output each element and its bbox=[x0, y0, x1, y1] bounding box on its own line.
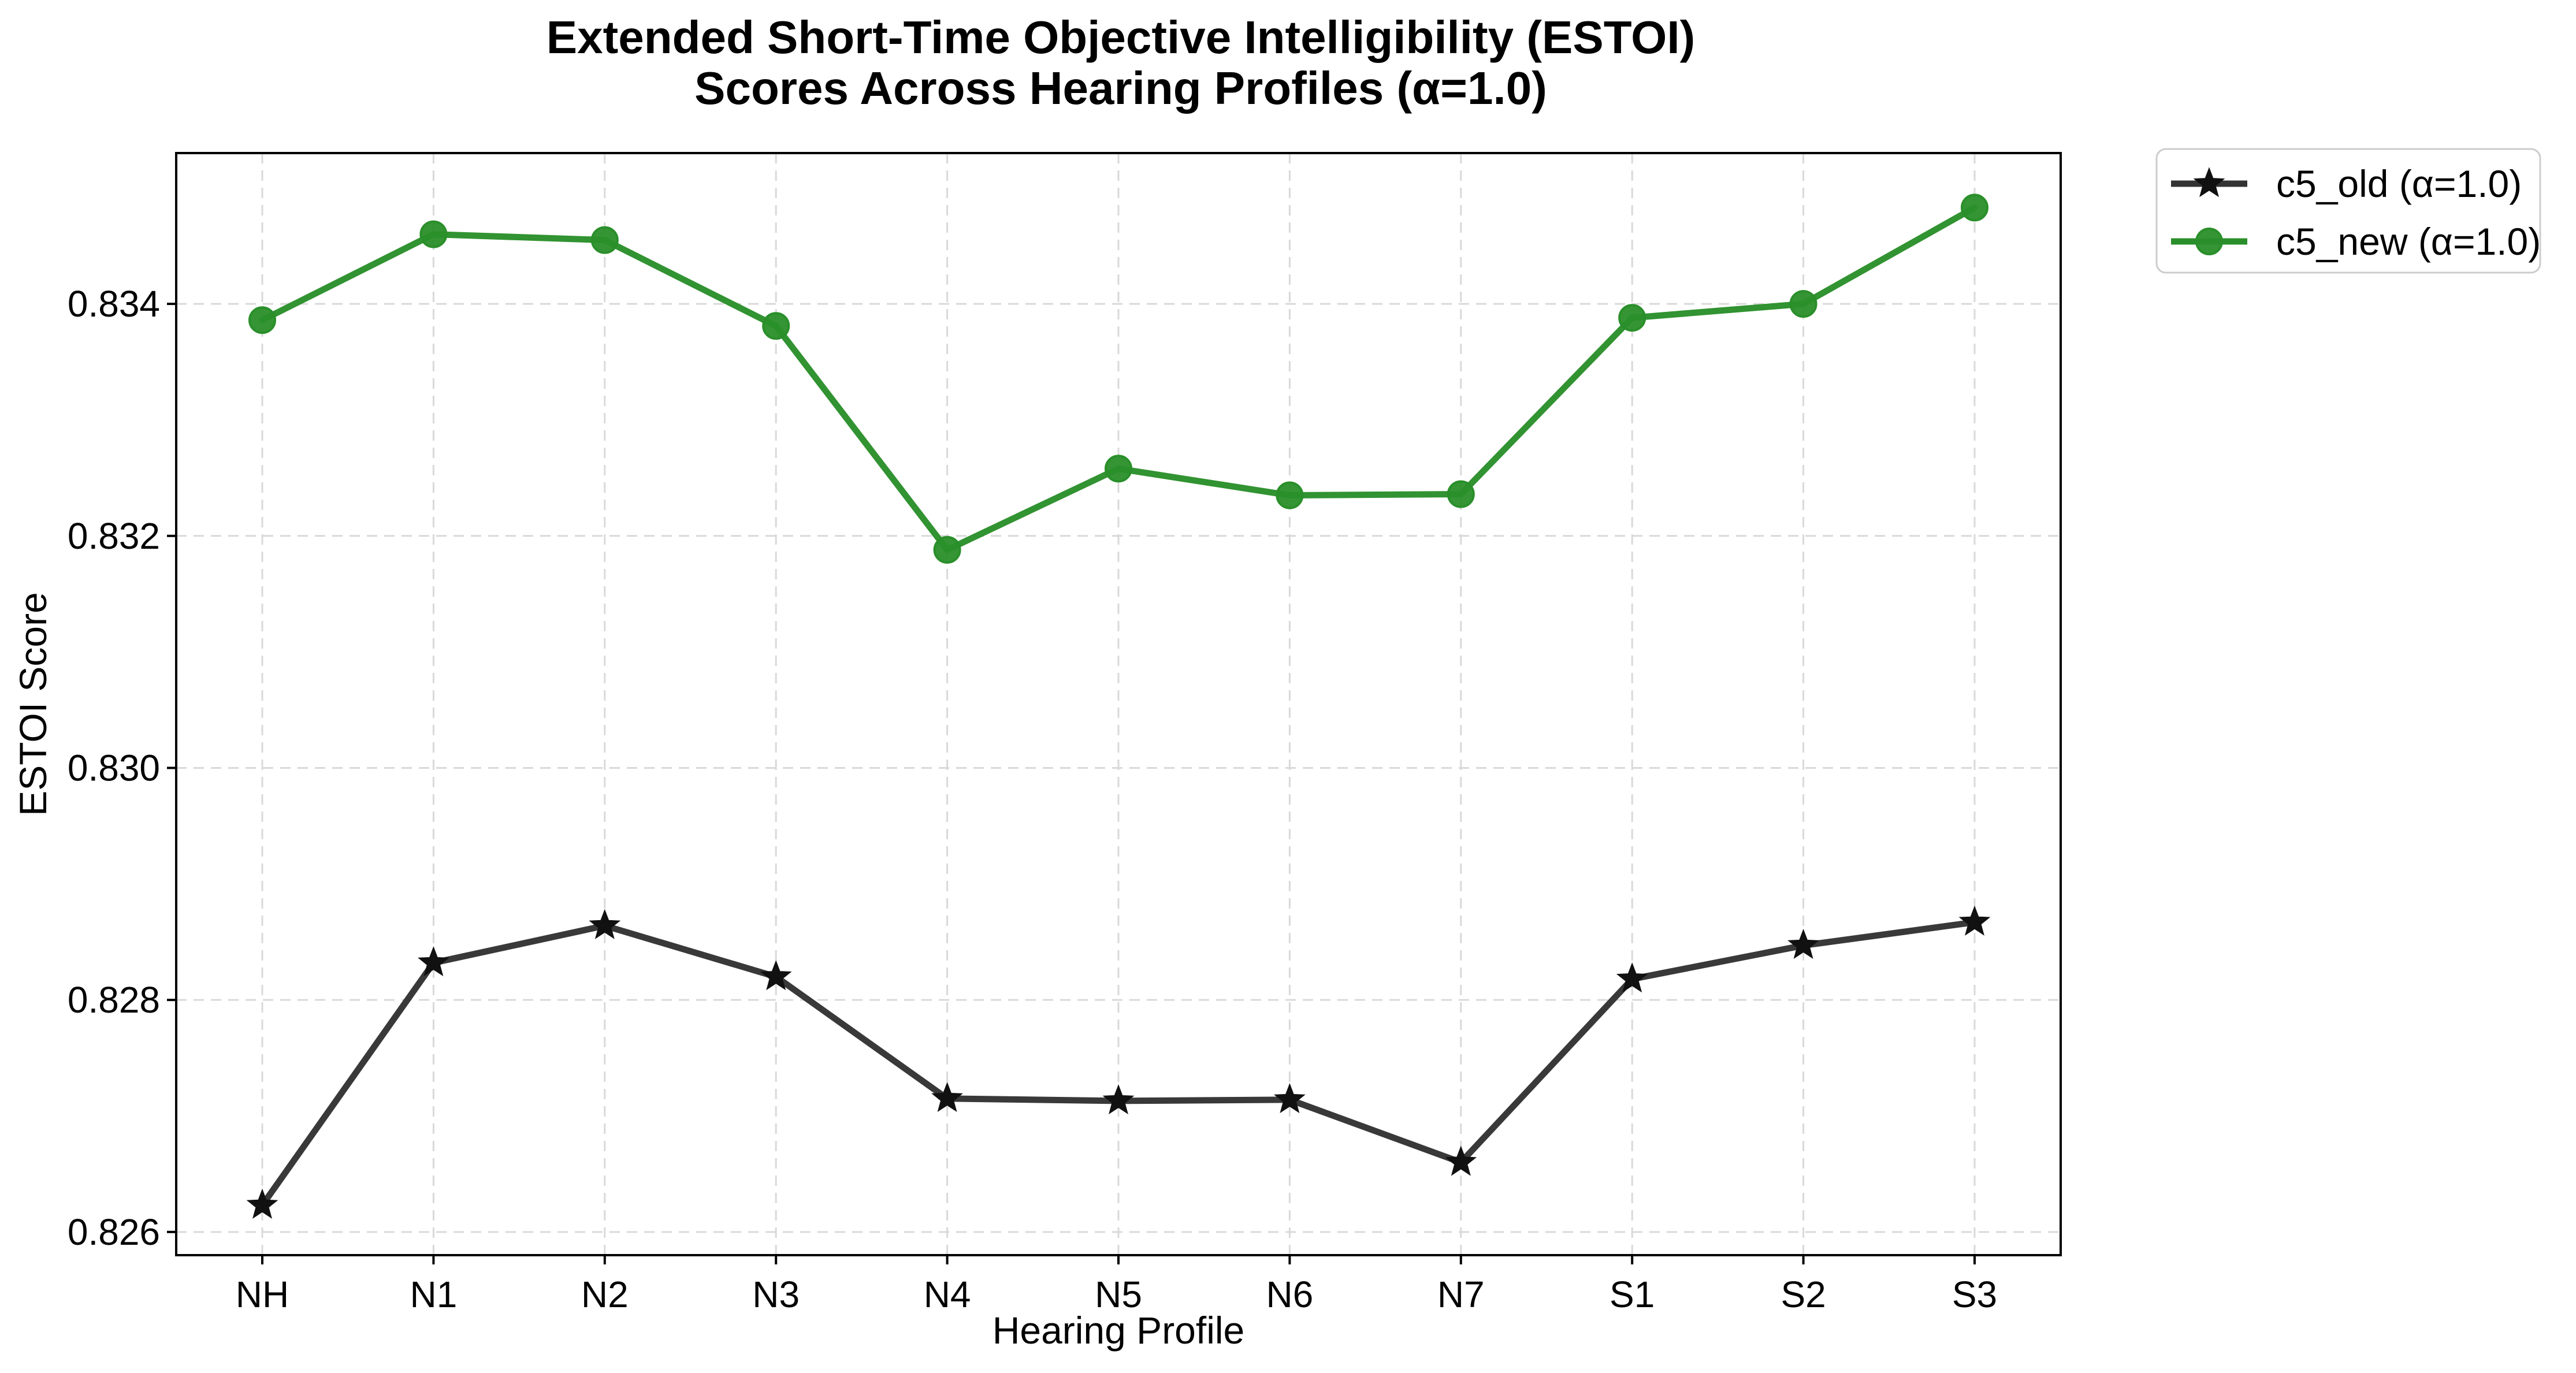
data-point bbox=[933, 535, 961, 564]
data-point bbox=[931, 1082, 963, 1112]
data-point bbox=[1105, 455, 1132, 483]
data-point bbox=[760, 960, 792, 991]
legend-box bbox=[2155, 148, 2541, 274]
x-tick-label: N3 bbox=[752, 1274, 800, 1315]
x-tick-label: N5 bbox=[1095, 1274, 1142, 1315]
data-point bbox=[246, 1188, 278, 1219]
data-point bbox=[590, 226, 619, 254]
data-point bbox=[1274, 1083, 1306, 1114]
y-axis: 0.826 0.828 0.830 0.832 0.834 bbox=[68, 283, 176, 1253]
series-layer bbox=[246, 194, 1991, 1219]
y-tick-label: 0.830 bbox=[68, 747, 160, 788]
legend-entry: c5_new (α=1.0) bbox=[2171, 220, 2541, 263]
y-axis-label: ESTOI Score bbox=[12, 592, 54, 816]
x-tick-label: N7 bbox=[1437, 1274, 1485, 1315]
data-point bbox=[248, 306, 276, 334]
x-tick-label: N6 bbox=[1266, 1274, 1313, 1315]
data-point bbox=[1445, 1145, 1477, 1176]
y-tick-label: 0.834 bbox=[68, 283, 160, 325]
x-tick-label: S2 bbox=[1780, 1274, 1826, 1315]
legend-marker bbox=[2193, 167, 2225, 198]
data-point bbox=[1787, 928, 1819, 959]
series-star bbox=[246, 905, 1991, 1219]
x-tick-label: NH bbox=[236, 1274, 289, 1315]
x-axis: NH N1 N2 N3 N4 N5 N6 N7 S1 S2 S3 bbox=[236, 1255, 1997, 1315]
x-axis-label: Hearing Profile bbox=[993, 1309, 1245, 1352]
data-point bbox=[1789, 290, 1817, 318]
x-tick-label: N4 bbox=[924, 1274, 971, 1315]
legend-marker bbox=[2195, 228, 2223, 255]
data-point bbox=[1961, 194, 1988, 222]
legend-label: c5_old (α=1.0) bbox=[2276, 162, 2522, 205]
data-point bbox=[418, 946, 449, 977]
x-tick-label: S3 bbox=[1952, 1274, 1997, 1315]
data-point bbox=[1616, 962, 1648, 993]
data-point bbox=[1958, 905, 1991, 936]
data-point bbox=[762, 312, 790, 340]
data-point bbox=[589, 909, 621, 939]
y-tick-label: 0.826 bbox=[68, 1211, 160, 1253]
x-tick-label: N1 bbox=[410, 1274, 457, 1315]
chart-title-line1: Extended Short-Time Objective Intelligib… bbox=[547, 12, 1695, 63]
series-circle bbox=[248, 194, 1988, 564]
data-point bbox=[1447, 480, 1475, 508]
x-tick-label: S1 bbox=[1609, 1274, 1655, 1315]
y-tick-label: 0.832 bbox=[68, 515, 160, 557]
x-tick-label: N2 bbox=[581, 1274, 629, 1315]
data-point bbox=[419, 220, 448, 248]
data-point bbox=[1102, 1084, 1135, 1115]
legend: c5_old (α=1.0) c5_new (α=1.0) bbox=[2155, 148, 2541, 274]
legend-entry: c5_old (α=1.0) bbox=[2171, 162, 2522, 205]
y-tick-label: 0.828 bbox=[68, 979, 160, 1021]
data-point bbox=[1276, 481, 1304, 509]
chart-title-line2: Scores Across Hearing Profiles (α=1.0) bbox=[694, 62, 1547, 114]
legend-label: c5_new (α=1.0) bbox=[2276, 220, 2541, 263]
data-point bbox=[1618, 304, 1646, 332]
